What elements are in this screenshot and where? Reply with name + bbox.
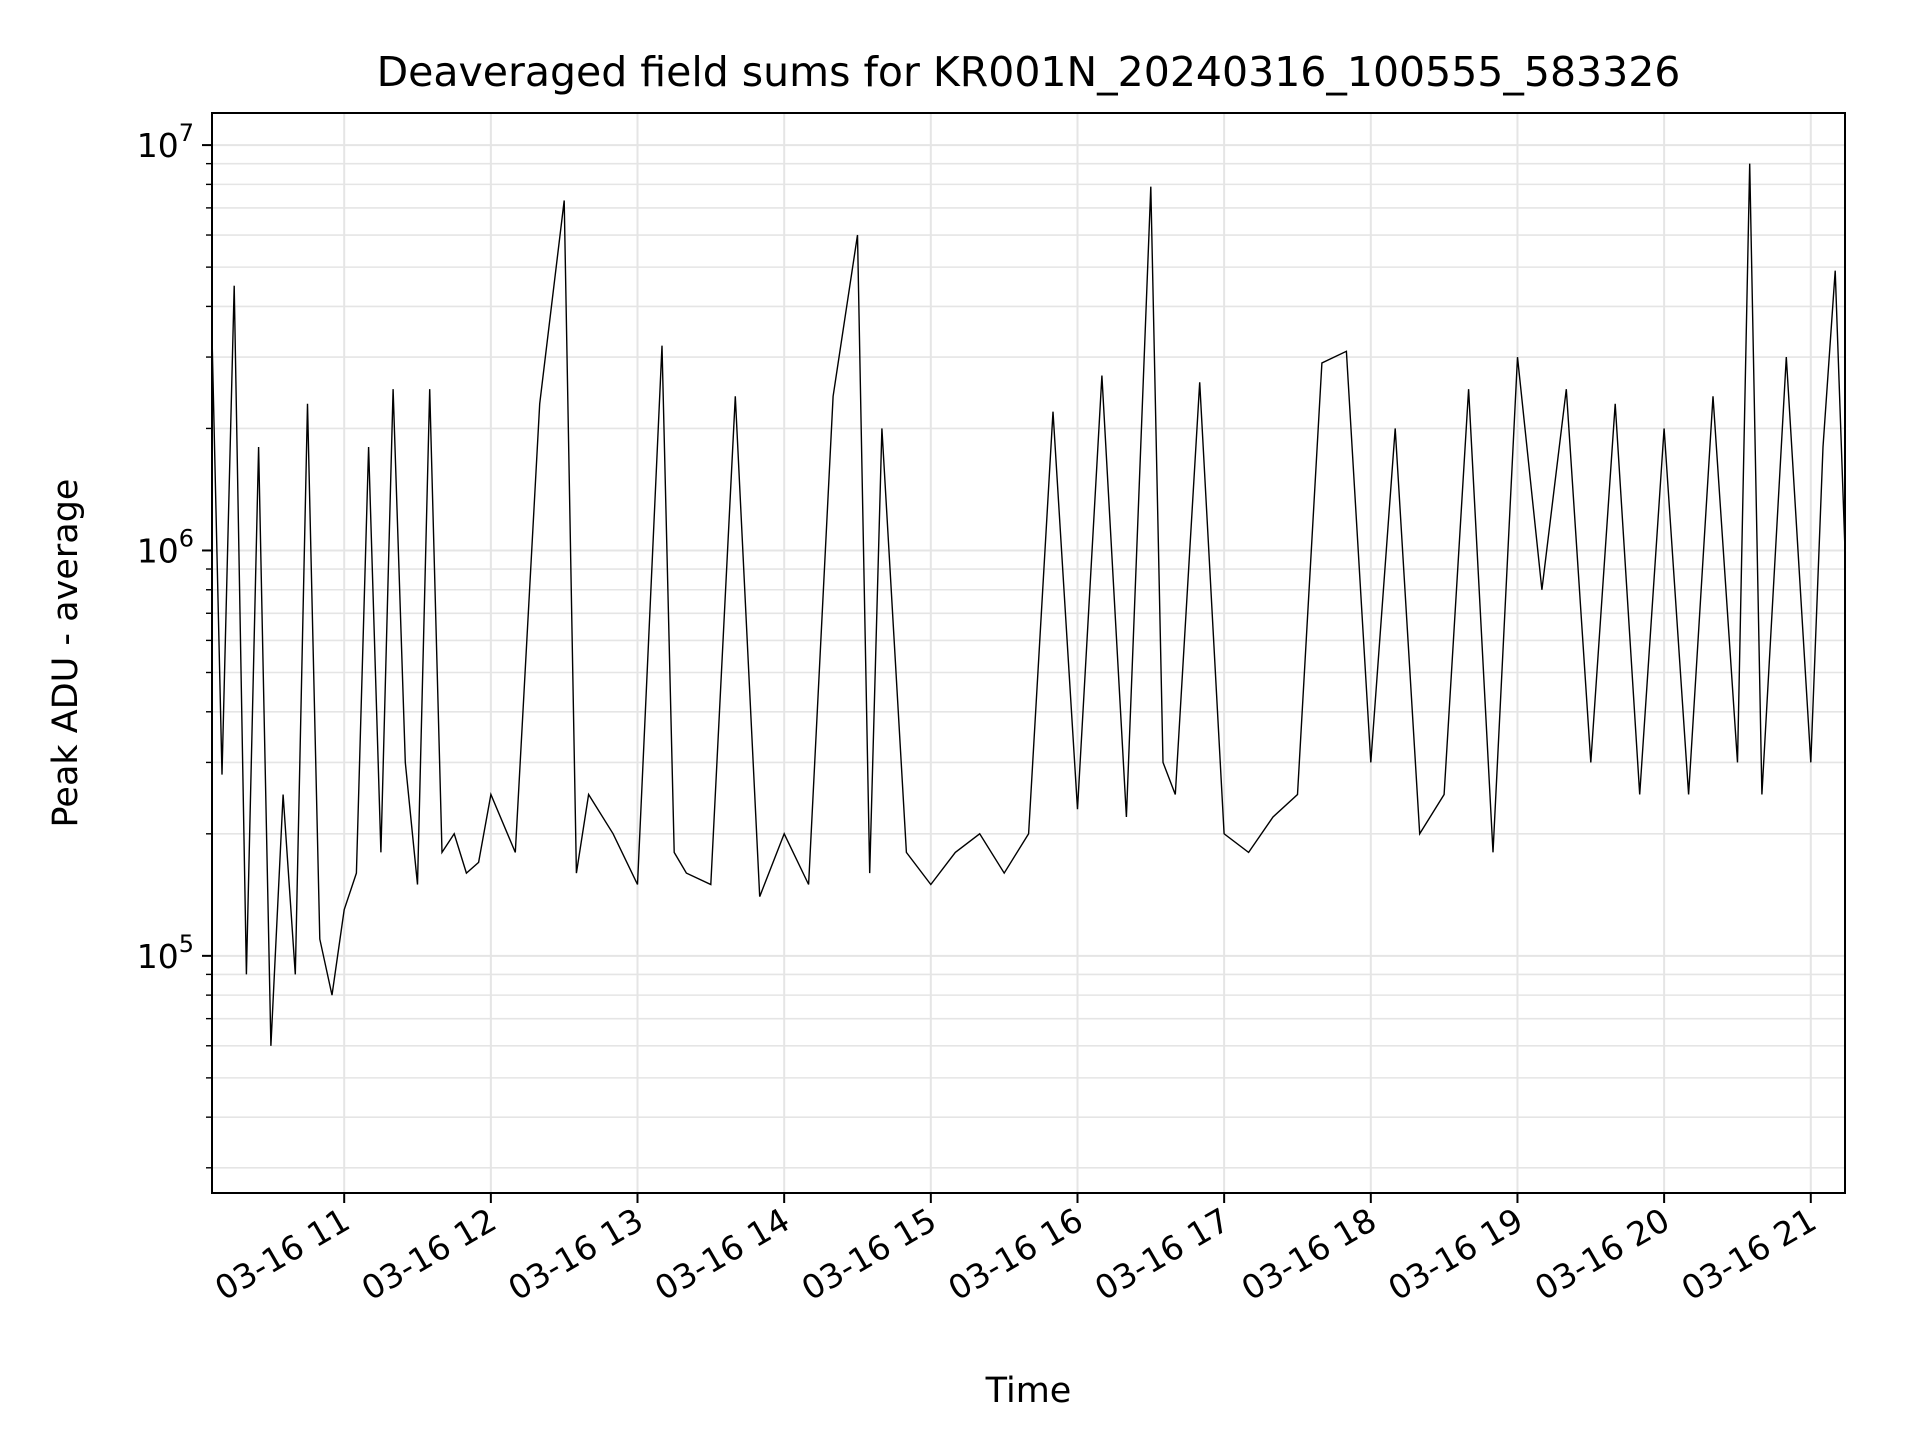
- y-tick-label: 106: [137, 524, 194, 570]
- series-line: [211, 163, 1846, 1046]
- y-axis-label: Peak ADU - average: [46, 479, 86, 828]
- y-tick-label: 105: [137, 930, 194, 976]
- plot-frame: [211, 112, 1846, 1194]
- chart-title: Deaveraged field sums for KR001N_2024031…: [377, 48, 1681, 96]
- y-tick-label: 107: [137, 119, 194, 165]
- series-group: [211, 163, 1846, 1046]
- x-axis-label: Time: [985, 1371, 1072, 1411]
